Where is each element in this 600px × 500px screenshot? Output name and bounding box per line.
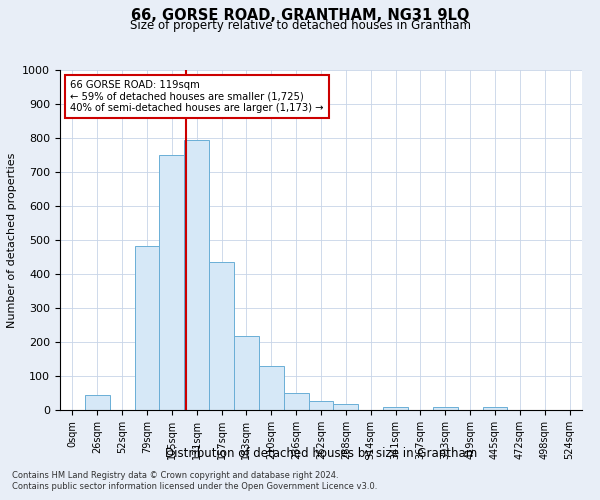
Text: 66 GORSE ROAD: 119sqm
← 59% of detached houses are smaller (1,725)
40% of semi-d: 66 GORSE ROAD: 119sqm ← 59% of detached … (70, 80, 324, 114)
Bar (209, 262, 234, 410)
Y-axis label: Number of detached properties: Number of detached properties (7, 152, 17, 328)
Bar (160, 154, 184, 410)
Text: 66, GORSE ROAD, GRANTHAM, NG31 9LQ: 66, GORSE ROAD, GRANTHAM, NG31 9LQ (131, 8, 469, 22)
Text: Contains HM Land Registry data © Crown copyright and database right 2024.: Contains HM Land Registry data © Crown c… (12, 471, 338, 480)
Bar (482, 407, 508, 410)
Bar (134, 246, 160, 410)
Bar (259, 366, 284, 410)
Text: Distribution of detached houses by size in Grantham: Distribution of detached houses by size … (165, 448, 477, 460)
Bar (284, 393, 308, 410)
Bar (383, 406, 408, 410)
Bar (234, 336, 259, 410)
Text: Size of property relative to detached houses in Grantham: Size of property relative to detached ho… (130, 18, 470, 32)
Bar (184, 140, 209, 410)
Bar (85, 396, 110, 410)
Bar (308, 401, 334, 410)
Bar (433, 408, 458, 410)
Text: Contains public sector information licensed under the Open Government Licence v3: Contains public sector information licen… (12, 482, 377, 491)
Bar (334, 404, 358, 410)
